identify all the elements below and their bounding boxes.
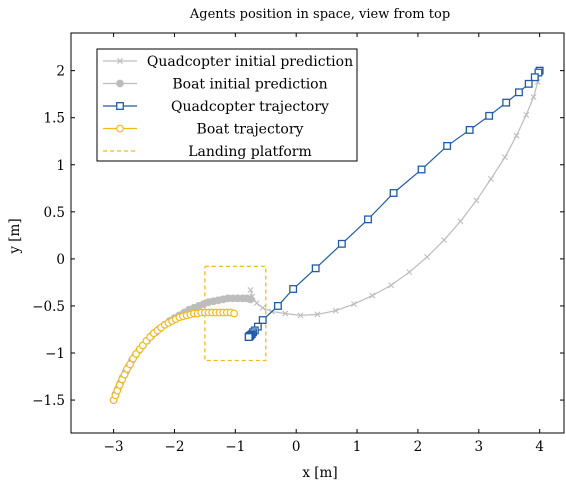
legend-marker [116, 79, 124, 88]
series-quadcopter-trajectory-point [524, 79, 533, 88]
y-tick-label: 1 [56, 158, 65, 174]
legend: Quadcopter initial prediction Boat initia… [96, 48, 358, 162]
series-quadcopter-trajectory-point [530, 73, 539, 82]
x-tick-label: −3 [104, 439, 124, 455]
series-quadcopter-trajectory-point [337, 239, 346, 248]
legend-item: Boat initial prediction [103, 77, 328, 93]
series-boat-trajectory-point [230, 309, 239, 318]
legend-label: Landing platform [188, 144, 312, 160]
y-tick-label: 1.5 [44, 111, 65, 127]
legend-item: Quadcopter trajectory [103, 99, 329, 115]
axis-ticks: −3 −2 −1 0 1 2 3 4 −1.5 −1 −0.5 0 0.5 1 1.5 2 [32, 33, 564, 455]
legend-label: Boat trajectory [197, 122, 304, 138]
series-quadcopter-initial-prediction-point [388, 282, 395, 289]
series-quadcopter-initial-prediction-point [457, 218, 464, 225]
y-axis-label: y [m] [7, 218, 23, 254]
series-quadcopter-trajectory-point [465, 125, 474, 134]
series-quadcopter-initial-prediction-point [473, 197, 480, 204]
legend-item: Quadcopter initial prediction [103, 54, 353, 70]
plot-frame [70, 32, 565, 434]
chart-title: Agents position in space, view from top [189, 7, 450, 22]
legend-box [96, 48, 358, 162]
legend-item: Landing platform [103, 144, 312, 160]
series-quadcopter-trajectory-point [389, 189, 398, 197]
legend-label: Boat initial prediction [172, 77, 327, 93]
series-quadcopter-initial-prediction-point [253, 300, 260, 307]
x-axis-label: x [m] [302, 465, 337, 481]
series-quadcopter-initial-prediction-point [513, 132, 520, 139]
legend-item: Boat trajectory [103, 122, 304, 138]
series-quadcopter-initial-prediction-point [247, 286, 254, 293]
legend-label: Quadcopter initial prediction [147, 54, 353, 70]
x-tick-label: −1 [225, 439, 245, 455]
series-quadcopter-trajectory-point [364, 215, 372, 224]
series-quadcopter-trajectory [244, 66, 544, 341]
y-tick-label: 2 [56, 64, 65, 80]
series-quadcopter-trajectory-point [244, 333, 253, 341]
x-tick-label: −2 [165, 439, 185, 455]
series-quadcopter-trajectory-point [273, 301, 282, 310]
y-tick-label: 0 [56, 252, 65, 268]
series-quadcopter-initial-prediction-point [530, 94, 537, 100]
series-quadcopter-initial-prediction-point [332, 307, 339, 314]
series-quadcopter-initial-prediction-point [351, 301, 358, 308]
y-tick-label: 0.5 [44, 205, 65, 221]
series-quadcopter-initial-prediction-point [297, 312, 304, 319]
series-quadcopter-initial-prediction-point [406, 269, 413, 276]
y-tick-label: −1.5 [32, 393, 65, 409]
series-quadcopter-initial-prediction-point [501, 154, 508, 161]
series-boat-trajectory [109, 308, 239, 404]
y-tick-label: −0.5 [32, 299, 65, 315]
legend-marker [117, 58, 123, 64]
series-quadcopter-trajectory-point [502, 98, 511, 107]
x-tick-label: 1 [353, 439, 362, 455]
series-quadcopter-initial-prediction-point [282, 310, 289, 317]
series-quadcopter-initial-prediction-point [314, 311, 321, 318]
series-quadcopter-initial-prediction-point [441, 237, 448, 244]
series-quadcopter-initial-prediction-point [523, 111, 530, 118]
series-quadcopter-trajectory-point [485, 111, 494, 120]
series-quadcopter-trajectory-point [289, 285, 298, 293]
series-quadcopter-trajectory-point [417, 165, 426, 174]
x-tick-label: 2 [414, 439, 423, 455]
series-quadcopter-initial-prediction-point [369, 292, 376, 299]
series-boat-initial-prediction-point [246, 295, 255, 304]
x-tick-label: 0 [292, 439, 301, 455]
legend-label: Quadcopter trajectory [171, 99, 329, 115]
series-landing-platform-line [204, 265, 267, 362]
series-quadcopter-initial-prediction-point [424, 254, 431, 260]
legend-marker [116, 102, 124, 110]
series-quadcopter-initial-prediction-point [487, 175, 494, 182]
series-quadcopter-trajectory-point [311, 264, 320, 273]
series-quadcopter-initial-prediction [247, 67, 543, 319]
series-quadcopter-trajectory-point [443, 141, 452, 150]
x-tick-label: 3 [474, 439, 483, 455]
x-tick-label: 4 [535, 439, 544, 455]
y-tick-label: −1 [45, 346, 65, 362]
series-landing-platform [204, 265, 267, 362]
legend-marker [116, 124, 124, 133]
series-quadcopter-trajectory-point [515, 88, 523, 97]
plot-area [109, 66, 544, 404]
series-quadcopter-trajectory-point [258, 316, 267, 325]
series-quadcopter-initial-prediction-point [259, 304, 266, 311]
series-quadcopter-initial-prediction-line [249, 70, 541, 316]
